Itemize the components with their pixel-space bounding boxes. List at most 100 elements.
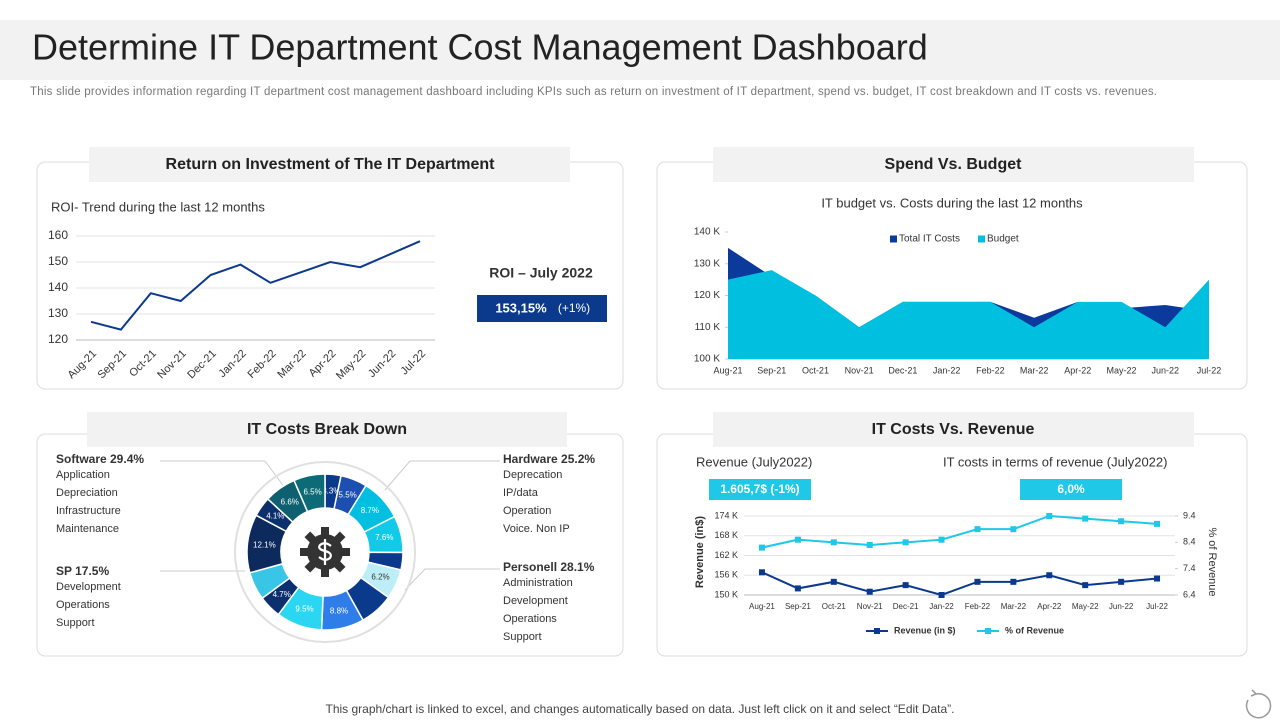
y-tick-label: 120 — [48, 332, 68, 346]
y-tick-label: 140 — [48, 280, 68, 294]
data-point — [1046, 572, 1053, 579]
footer-note: This graph/chart is linked to excel, and… — [326, 702, 955, 716]
x-tick-label: Jun-22 — [366, 348, 398, 380]
data-point — [758, 569, 765, 576]
data-point — [830, 578, 837, 585]
kpi-label: Revenue (July2022) — [696, 454, 812, 469]
y-axis-label: Revenue (in$) — [694, 516, 706, 588]
data-label: 8.8% — [330, 606, 348, 615]
data-label: 6.6% — [281, 497, 299, 506]
data-point — [830, 539, 837, 546]
data-point — [866, 588, 873, 595]
data-point — [794, 536, 801, 543]
panel-title: IT Costs Break Down — [247, 421, 407, 438]
data-line — [761, 571, 1158, 597]
panel-title: IT Costs Vs. Revenue — [872, 421, 1035, 438]
x-tick-label: Jan-22 — [933, 365, 961, 375]
data-point — [1154, 520, 1161, 527]
x-tick-label: Feb-22 — [246, 348, 279, 381]
data-line — [761, 514, 1158, 549]
data-label: 12.1% — [253, 540, 276, 549]
group-title: Hardware 25.2% — [503, 452, 595, 466]
group-item: Development — [56, 581, 121, 593]
y-tick-label: 140 K — [694, 227, 720, 238]
group-item: Development — [503, 595, 568, 607]
data-label: 8.7% — [361, 506, 379, 515]
panel-title-box — [87, 412, 567, 447]
header-bar — [0, 20, 1280, 80]
legend-label: Budget — [987, 234, 1019, 245]
group-item: IP/data — [503, 487, 539, 499]
y-tick-label: 130 — [48, 306, 68, 320]
x-tick-label: May-22 — [1072, 602, 1099, 611]
legend-marker — [874, 628, 880, 634]
data-label: 6.5% — [304, 487, 322, 496]
data-point — [758, 544, 765, 551]
y-tick-label: 110 K — [695, 322, 721, 333]
y-tick-label: 162 K — [714, 550, 738, 560]
x-tick-label: Nov-21 — [155, 348, 189, 382]
data-point — [938, 536, 945, 543]
y-tick-label: 130 K — [694, 258, 720, 269]
chart-title: IT budget vs. Costs during the last 12 m… — [821, 195, 1083, 210]
data-point — [866, 541, 873, 548]
panel-title-box — [89, 147, 570, 182]
panel-title-box — [713, 412, 1194, 447]
legend-swatch — [978, 235, 985, 243]
x-tick-label: May-22 — [334, 348, 368, 382]
refresh-icon — [1245, 689, 1272, 719]
y2-tick-label: 8.4 — [1183, 537, 1196, 547]
group-title: Personell 28.1% — [503, 560, 595, 574]
y2-tick-label: 6.4 — [1183, 589, 1196, 599]
data-label: 4.7% — [273, 590, 291, 599]
page-title: Determine IT Department Cost Management … — [32, 27, 928, 68]
gear-icon — [300, 527, 350, 577]
data-label: 4.1% — [266, 512, 284, 521]
data-point — [1010, 578, 1017, 585]
x-tick-label: Dec-21 — [185, 348, 219, 382]
y-tick-label: 150 — [48, 254, 68, 268]
x-tick-label: Aug-21 — [713, 365, 742, 375]
x-tick-label: Aug-21 — [66, 348, 100, 382]
kpi-change: (+1%) — [558, 301, 590, 315]
kpi-box — [477, 295, 607, 322]
x-tick-label: Jan-22 — [216, 348, 248, 380]
kpi-box — [1020, 479, 1122, 500]
x-tick-label: Nov-21 — [857, 602, 883, 611]
data-point — [974, 578, 981, 585]
group-item: Support — [503, 631, 542, 643]
data-point — [1154, 575, 1161, 582]
chart-title: ROI- Trend during the last 12 months — [51, 199, 265, 214]
legend-marker — [985, 628, 991, 634]
x-tick-label: Oct-21 — [822, 602, 847, 611]
data-point — [902, 582, 909, 589]
x-tick-label: Oct-21 — [802, 365, 829, 375]
data-point — [1046, 512, 1053, 519]
y-tick-label: 156 K — [714, 570, 738, 580]
gear-tooth — [321, 567, 329, 577]
x-tick-label: Sep-21 — [757, 365, 786, 375]
x-tick-label: Mar-22 — [275, 348, 308, 381]
gear-tooth — [321, 527, 329, 537]
kpi-label: ROI – July 2022 — [489, 265, 593, 281]
x-tick-label: Oct-21 — [127, 348, 159, 380]
y-tick-label: 100 K — [694, 354, 720, 365]
data-point — [794, 585, 801, 592]
data-label: 9.5% — [295, 605, 313, 614]
data-area — [728, 270, 1209, 359]
y-tick-label: 150 K — [714, 589, 738, 599]
group-title: SP 17.5% — [56, 564, 109, 578]
x-tick-label: Apr-22 — [1037, 602, 1062, 611]
x-tick-label: Jul-22 — [399, 348, 429, 378]
x-tick-label: Jun-22 — [1109, 602, 1134, 611]
data-point — [1082, 582, 1089, 589]
kpi-label: IT costs in terms of revenue (July2022) — [943, 454, 1167, 469]
y2-tick-label: 9.4 — [1183, 510, 1196, 520]
y-tick-label: 168 K — [714, 530, 738, 540]
x-tick-label: Jan-22 — [929, 602, 954, 611]
group-item: Application — [56, 469, 110, 481]
panel-title: Return on Investment of The IT Departmen… — [166, 156, 496, 173]
y-tick-label: 120 K — [694, 290, 720, 301]
group-item: Maintenance — [56, 523, 119, 535]
